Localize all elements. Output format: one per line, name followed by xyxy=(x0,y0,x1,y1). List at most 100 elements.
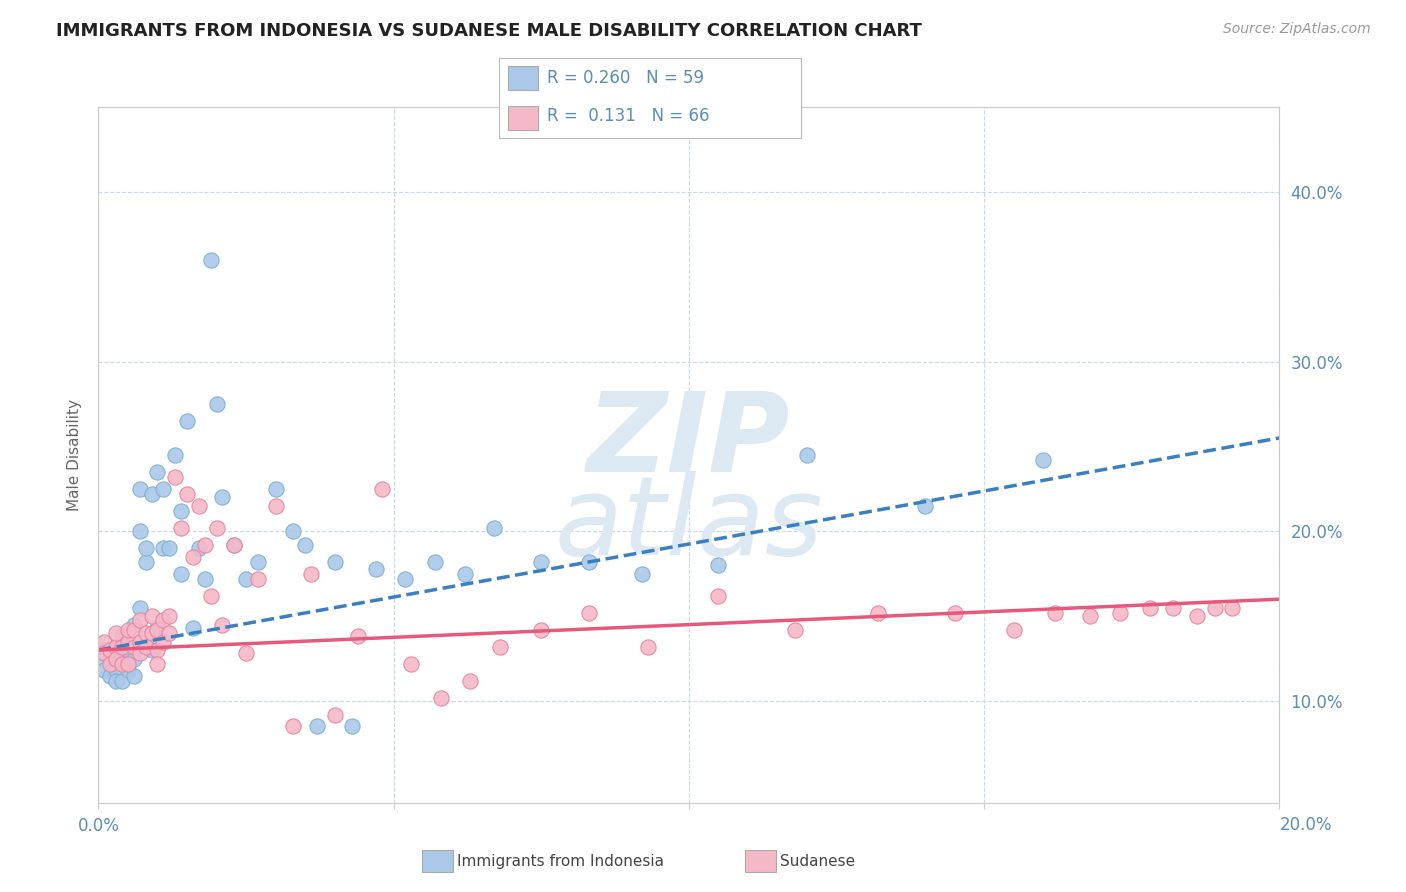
Point xyxy=(111,651,134,665)
Point xyxy=(401,657,423,671)
Point xyxy=(93,634,115,648)
Point xyxy=(141,643,163,657)
Text: Source: ZipAtlas.com: Source: ZipAtlas.com xyxy=(1223,22,1371,37)
Point xyxy=(128,524,150,539)
Point xyxy=(146,623,169,637)
Point xyxy=(170,566,193,581)
Point xyxy=(205,521,228,535)
Point xyxy=(187,499,209,513)
Point xyxy=(170,521,193,535)
Text: ZIP: ZIP xyxy=(588,387,790,494)
Point xyxy=(152,482,174,496)
Point xyxy=(914,499,936,513)
Point xyxy=(146,465,169,479)
Point xyxy=(117,657,139,671)
Point xyxy=(630,566,652,581)
Point xyxy=(342,719,364,733)
Point xyxy=(194,538,217,552)
Point xyxy=(1032,453,1054,467)
Point xyxy=(170,504,193,518)
Text: atlas: atlas xyxy=(554,471,824,578)
Point xyxy=(423,555,446,569)
Point xyxy=(347,630,370,644)
Point xyxy=(194,572,217,586)
Point xyxy=(117,623,139,637)
Point xyxy=(105,651,128,665)
Point xyxy=(264,499,287,513)
Point xyxy=(141,487,163,501)
Text: Immigrants from Indonesia: Immigrants from Indonesia xyxy=(457,855,664,869)
Point xyxy=(105,626,128,640)
Y-axis label: Male Disability: Male Disability xyxy=(66,399,82,511)
Point xyxy=(578,606,600,620)
Point xyxy=(1139,600,1161,615)
Text: R = 0.260   N = 59: R = 0.260 N = 59 xyxy=(547,69,704,87)
Point xyxy=(707,558,730,573)
Point xyxy=(98,651,121,665)
Point xyxy=(235,572,257,586)
Point xyxy=(146,657,169,671)
Point xyxy=(200,589,222,603)
Point xyxy=(111,640,134,654)
Point xyxy=(489,640,512,654)
Point xyxy=(187,541,209,556)
Point xyxy=(122,668,145,682)
Point xyxy=(152,634,174,648)
Point xyxy=(211,491,233,505)
Point xyxy=(146,621,169,635)
Point xyxy=(578,555,600,569)
Point xyxy=(1204,600,1226,615)
Point xyxy=(93,651,115,665)
Point xyxy=(117,664,139,678)
Point xyxy=(135,541,157,556)
Point xyxy=(1109,606,1132,620)
Point xyxy=(283,719,305,733)
Point xyxy=(453,566,475,581)
Point xyxy=(111,630,134,644)
Point xyxy=(165,448,187,462)
Point xyxy=(105,640,128,654)
Point xyxy=(200,252,222,267)
Point xyxy=(283,524,305,539)
Point xyxy=(128,613,150,627)
Point xyxy=(785,623,807,637)
Point xyxy=(181,621,204,635)
Point xyxy=(181,549,204,564)
Point xyxy=(707,589,730,603)
Point xyxy=(264,482,287,496)
Point xyxy=(1002,623,1025,637)
Point xyxy=(98,657,121,671)
Point xyxy=(530,623,553,637)
Point xyxy=(135,626,157,640)
Point xyxy=(1185,609,1208,624)
Point xyxy=(482,521,505,535)
Point xyxy=(637,640,659,654)
Point xyxy=(430,690,453,705)
Point xyxy=(146,643,169,657)
Point xyxy=(1043,606,1066,620)
Text: IMMIGRANTS FROM INDONESIA VS SUDANESE MALE DISABILITY CORRELATION CHART: IMMIGRANTS FROM INDONESIA VS SUDANESE MA… xyxy=(56,22,922,40)
Point xyxy=(246,572,269,586)
Point xyxy=(141,609,163,624)
Point xyxy=(122,640,145,654)
Point xyxy=(394,572,416,586)
Point xyxy=(1220,600,1243,615)
Point xyxy=(323,707,346,722)
FancyBboxPatch shape xyxy=(508,106,538,130)
Point xyxy=(93,647,115,661)
Point xyxy=(371,482,394,496)
Point xyxy=(98,643,121,657)
FancyBboxPatch shape xyxy=(508,66,538,90)
Point xyxy=(205,397,228,411)
Point xyxy=(111,657,134,671)
Point xyxy=(211,617,233,632)
Point xyxy=(111,673,134,688)
Point xyxy=(176,414,198,428)
Point xyxy=(165,470,187,484)
Point xyxy=(530,555,553,569)
Point xyxy=(141,626,163,640)
Text: R =  0.131   N = 66: R = 0.131 N = 66 xyxy=(547,107,710,125)
Point xyxy=(122,623,145,637)
Point xyxy=(943,606,966,620)
Point xyxy=(105,673,128,688)
